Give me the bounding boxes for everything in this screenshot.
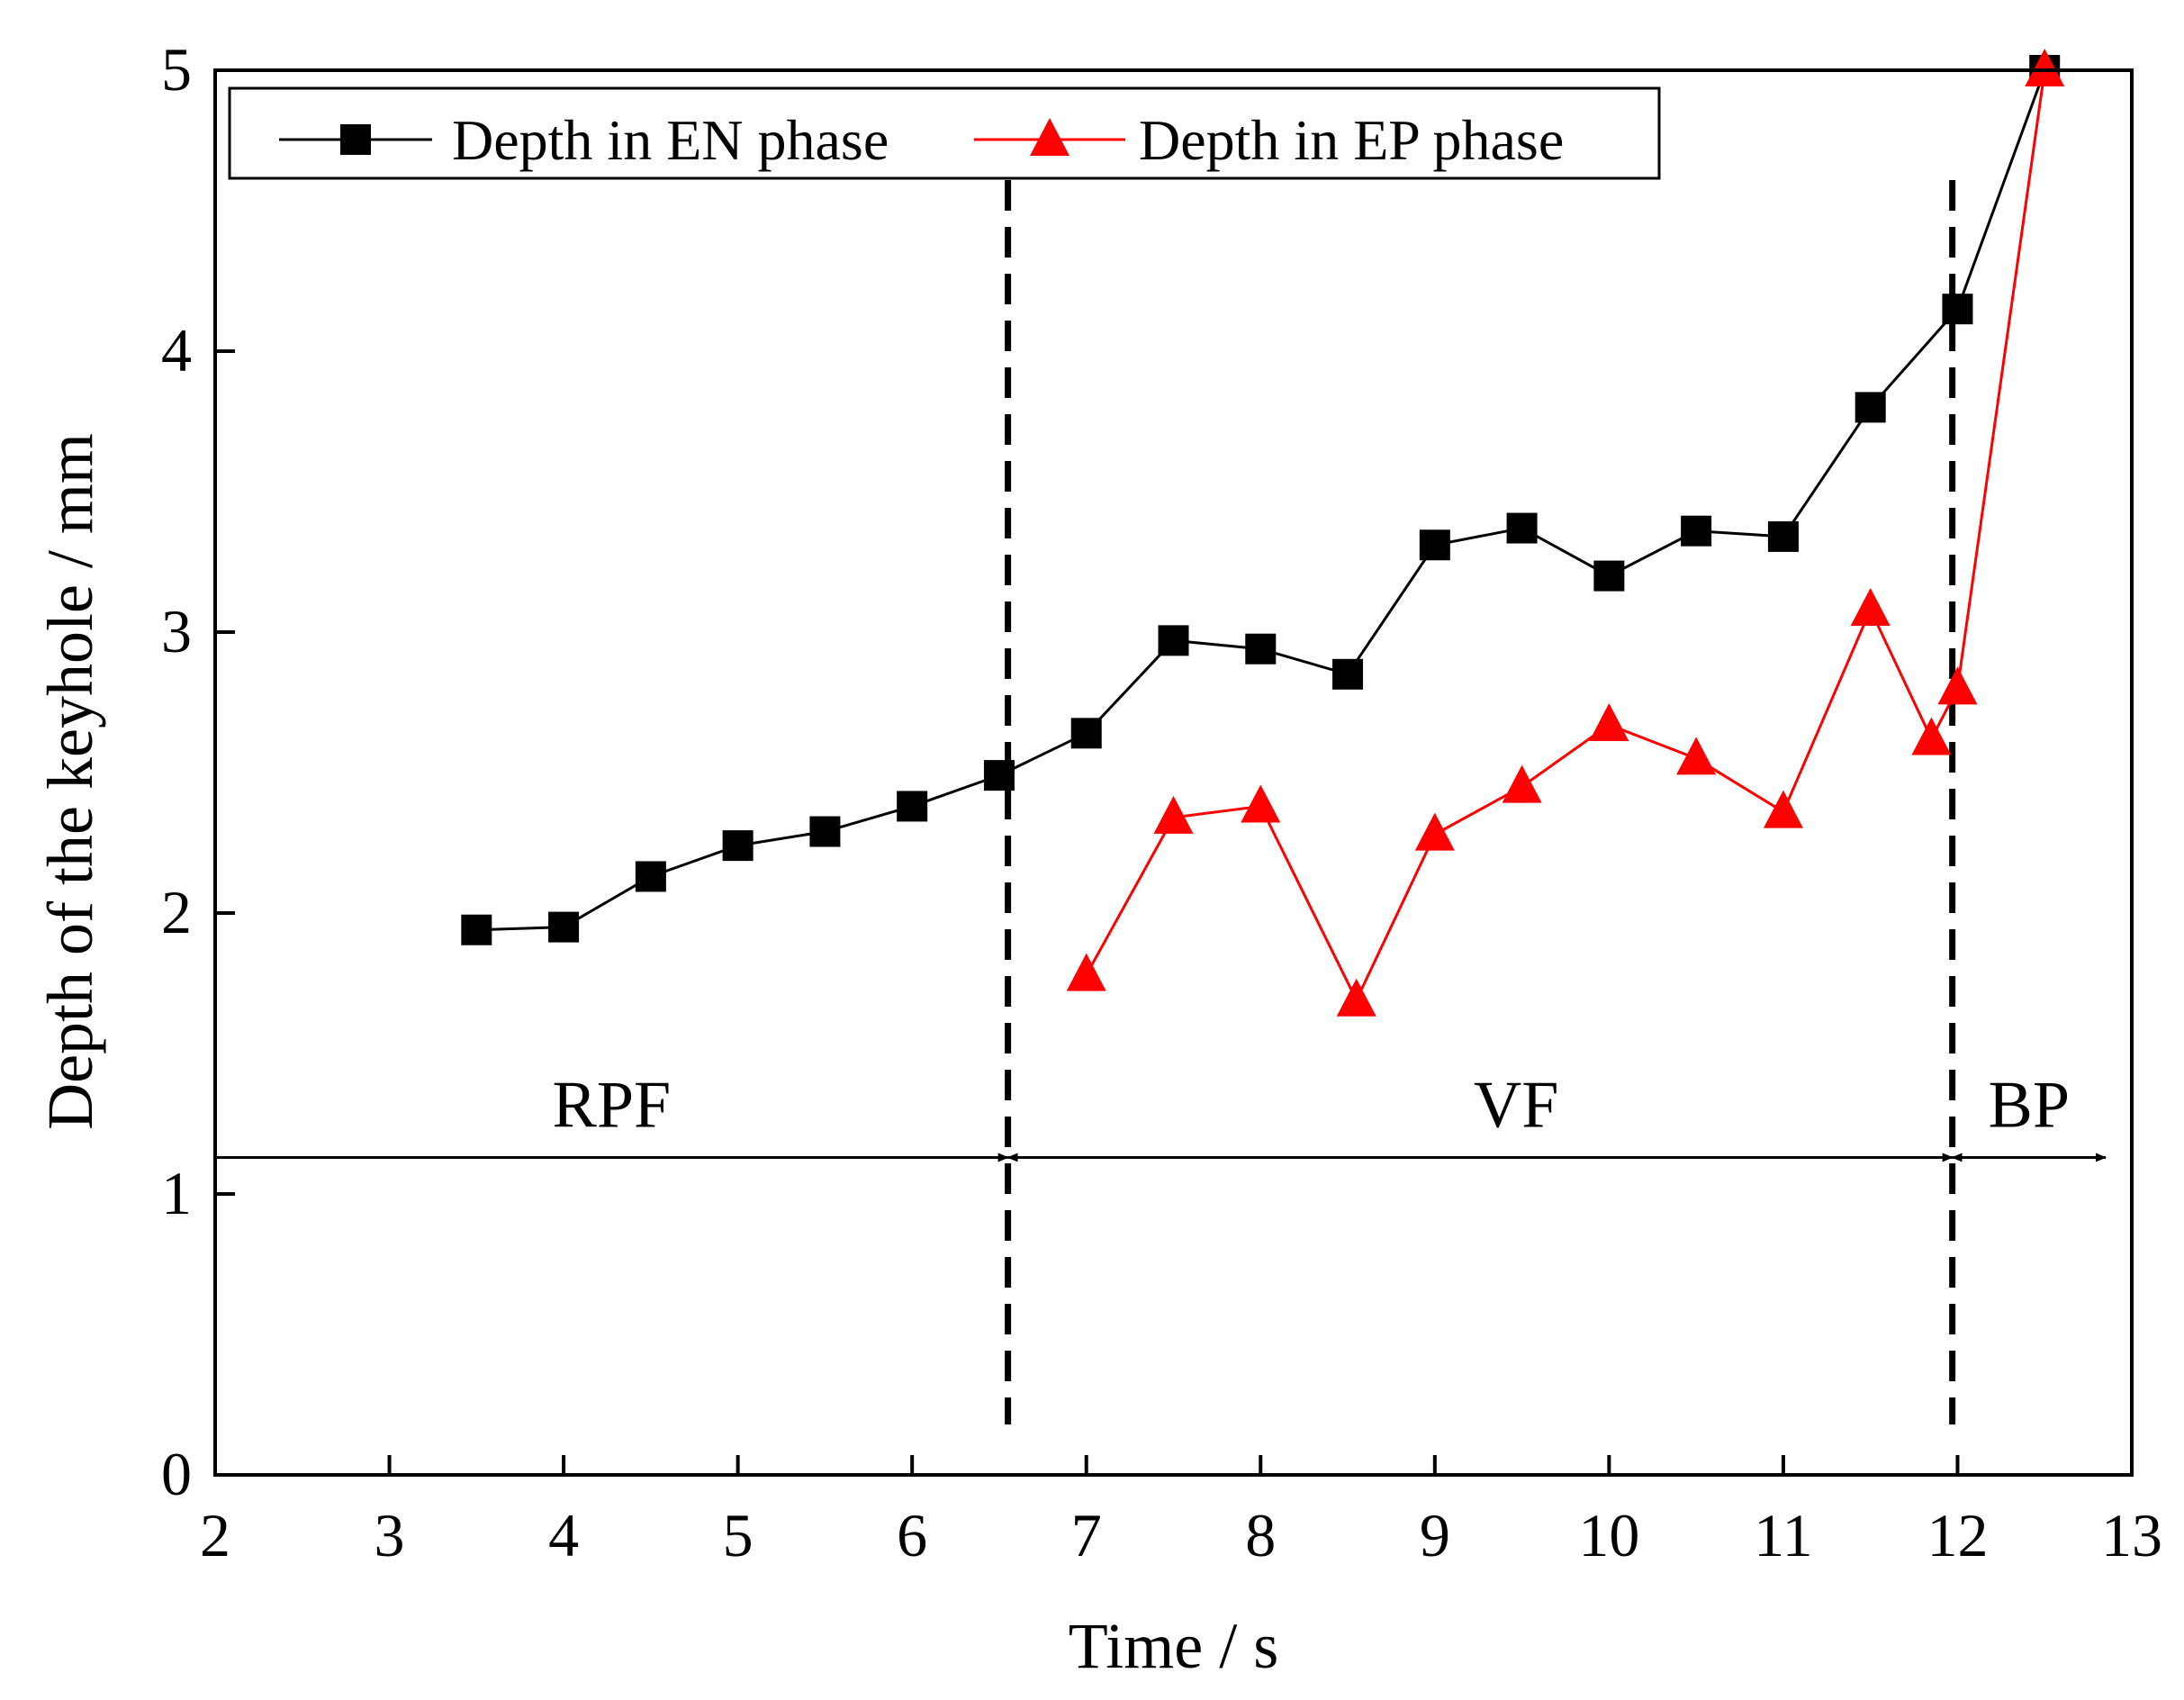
- plot-frame: [213, 68, 2134, 1477]
- data-point: [1937, 666, 1978, 705]
- y-tick-label: 2: [161, 878, 192, 946]
- series-triangle: [1066, 49, 2065, 1017]
- x-tick-label: 2: [200, 1501, 230, 1569]
- x-tick-label: 9: [1420, 1501, 1450, 1569]
- legend-box: [228, 86, 1661, 180]
- x-tick-label: 8: [1245, 1501, 1276, 1569]
- y-tick-label: 0: [161, 1440, 192, 1508]
- data-point: [722, 830, 754, 862]
- x-tick-label: 13: [2101, 1501, 2162, 1569]
- data-point: [1419, 529, 1450, 561]
- x-tick-label: 4: [548, 1501, 579, 1569]
- data-point: [1911, 717, 1952, 755]
- data-point: [1158, 625, 1189, 656]
- y-tick-label: 1: [161, 1159, 192, 1227]
- data-point: [1676, 737, 1717, 775]
- data-point: [1502, 764, 1542, 803]
- y-tick-label: 5: [161, 35, 192, 104]
- phase-label-rpf: RPF: [552, 1068, 671, 1142]
- legend-marker: [340, 124, 371, 155]
- data-point: [1681, 515, 1712, 547]
- data-point: [1593, 560, 1625, 592]
- data-point: [635, 861, 666, 892]
- data-point: [1153, 795, 1194, 834]
- data-point: [1332, 658, 1364, 690]
- data-point: [1855, 392, 1886, 423]
- data-point: [1506, 512, 1538, 544]
- data-point: [1241, 784, 1281, 823]
- legend-marker: [1030, 118, 1069, 156]
- phase-label-vf: VF: [1474, 1068, 1559, 1142]
- data-point: [809, 816, 841, 847]
- data-point: [983, 760, 1015, 791]
- x-tick-label: 5: [723, 1501, 754, 1569]
- data-point: [1070, 718, 1102, 749]
- legend: Depth in EN phase Depth in EP phase: [228, 86, 1661, 180]
- data-point: [1763, 790, 1803, 828]
- y-tick-label: 4: [161, 316, 192, 384]
- x-tick-label: 7: [1071, 1501, 1102, 1569]
- data-point: [1245, 633, 1277, 665]
- series-square: [461, 55, 2061, 945]
- x-tick-label: 6: [897, 1501, 927, 1569]
- y-tick-label: 3: [161, 597, 192, 665]
- data-point: [1066, 953, 1106, 991]
- data-point: [897, 791, 928, 822]
- data-point: [1414, 812, 1455, 851]
- data-series: [461, 49, 2065, 1017]
- x-tick-label: 11: [1754, 1501, 1812, 1569]
- legend-label: Depth in EP phase: [1139, 108, 1564, 172]
- data-point: [461, 914, 492, 945]
- data-point: [1767, 520, 1799, 552]
- series-line: [1085, 69, 2046, 1004]
- data-point: [1850, 588, 1891, 627]
- x-tick-label: 10: [1578, 1501, 1639, 1569]
- data-point: [1942, 294, 1973, 325]
- data-point: [1336, 978, 1376, 1017]
- data-point: [2025, 49, 2065, 86]
- axis-labels: Time / s Depth of the keyhole / mm: [34, 433, 1278, 1682]
- phase-label-bp: BP: [1989, 1068, 2071, 1142]
- phase-regions: RPF VF BP: [215, 180, 2107, 1424]
- x-axis-title: Time / s: [1069, 1610, 1278, 1682]
- x-tick-label: 3: [375, 1501, 405, 1569]
- data-point: [548, 911, 580, 943]
- y-axis-title: Depth of the keyhole / mm: [34, 433, 106, 1130]
- legend-label: Depth in EN phase: [452, 108, 889, 172]
- data-point: [1589, 702, 1629, 741]
- x-tick-label: 12: [1927, 1501, 1988, 1569]
